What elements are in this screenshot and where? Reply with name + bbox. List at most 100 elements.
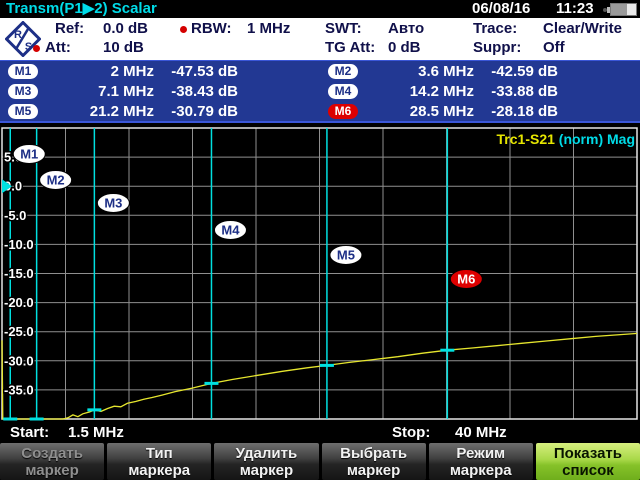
marker-level-m6: -28.18 dB	[491, 102, 558, 120]
marker-freq-m4: 14.2 MHz	[409, 82, 474, 100]
trace-legend-format: (norm) Mag	[554, 131, 635, 147]
suppr-label: Suppr:	[473, 39, 522, 56]
marker-level-m2: -42.59 dB	[491, 62, 558, 80]
y-axis-label: -15.0	[4, 266, 34, 281]
y-axis-label: -10.0	[4, 237, 34, 252]
softkey-label: Показать	[553, 445, 623, 462]
marker-bubble-m6[interactable]	[449, 269, 483, 289]
marker-level-m5: -30.79 dB	[171, 102, 238, 120]
time-display: 11:23	[556, 0, 594, 17]
marker-bubble-m1[interactable]	[12, 144, 46, 164]
ref-value[interactable]: 0.0 dB	[103, 20, 149, 37]
marker-bubble-label: M5	[337, 248, 355, 263]
marker-bubble-m5[interactable]	[329, 245, 363, 265]
marker-entry-m5: M5 21.2 MHz -30.79 dB	[0, 101, 320, 121]
marker-level-m3: -38.43 dB	[171, 82, 238, 100]
battery-dot-icon	[603, 8, 607, 12]
stop-freq-label: Stop:	[392, 424, 431, 441]
trace-legend: Trc1-S21 (norm) Mag	[497, 131, 635, 147]
att-label: Att:	[45, 39, 71, 56]
stop-freq-value[interactable]: 40 MHz	[455, 424, 507, 441]
trace-s21	[1, 332, 638, 420]
ref-label: Ref:	[55, 20, 85, 37]
marker-freq-m3: 7.1 MHz	[98, 82, 154, 100]
marker-tick-m6	[440, 348, 455, 352]
marker-badge-m4: M4	[328, 83, 358, 99]
svg-text:S: S	[25, 41, 32, 53]
marker-table-row: M3 7.1 MHz -38.43 dB M4 14.2 MHz -33.88 …	[0, 81, 640, 101]
att-indicator-dot	[33, 45, 40, 52]
rbw-label: RBW:	[191, 20, 232, 37]
trace-plot-svg: 5.00.0-5.0-10.0-15.0-20.0-25.0-30.0-35.0…	[1, 127, 638, 421]
trace-mode-value[interactable]: Clear/Write	[543, 20, 622, 37]
measurement-title: Transm(P1▶2) Scalar	[6, 0, 157, 17]
att-value[interactable]: 10 dB	[103, 39, 144, 56]
softkey-label: маркера	[449, 462, 512, 479]
marker-entry-m6: M6 28.5 MHz -28.18 dB	[320, 101, 640, 121]
softkey-label: Тип	[145, 445, 173, 462]
swt-value[interactable]: Авто	[388, 20, 425, 37]
marker-bubble-m2[interactable]	[39, 170, 73, 190]
marker-bubble-m4[interactable]	[213, 220, 247, 240]
softkey-marker-mode[interactable]: Режим маркера	[428, 443, 533, 480]
softkey-label: маркер	[346, 462, 401, 479]
marker-level-m1: -47.53 dB	[171, 62, 238, 80]
softkey-create-marker[interactable]: Создать маркер	[0, 443, 105, 480]
marker-badge-m1: M1	[8, 63, 38, 79]
softkey-label: Режим	[456, 445, 506, 462]
rbw-indicator-dot	[180, 26, 187, 33]
y-axis-label: -25.0	[4, 324, 34, 339]
rbw-value[interactable]: 1 MHz	[247, 20, 291, 37]
marker-freq-m1: 2 MHz	[110, 62, 154, 80]
softkey-delete-marker[interactable]: Удалить маркер	[214, 443, 319, 480]
marker-bubble-label: M6	[457, 272, 475, 287]
softkey-label: маркера	[128, 462, 191, 479]
marker-tick-m2	[29, 417, 44, 421]
rs-logo-icon: R S	[5, 21, 41, 57]
marker-badge-m3: M3	[8, 83, 38, 99]
marker-badge-m2: M2	[328, 63, 358, 79]
title-bar: Transm(P1▶2) Scalar 06/08/16 11:23	[0, 0, 640, 19]
ref-level-arrow-icon	[2, 179, 12, 194]
marker-bubble-label: M4	[221, 223, 240, 238]
marker-bubble-label: M2	[47, 173, 65, 188]
softkey-label: Создать	[21, 445, 83, 462]
tg-att-value[interactable]: 0 dB	[388, 39, 421, 56]
marker-entry-m1: M1 2 MHz -47.53 dB	[0, 61, 320, 81]
y-axis-label: -35.0	[4, 382, 34, 397]
marker-tick-m1	[3, 417, 18, 421]
marker-bubble-m3[interactable]	[96, 193, 130, 213]
softkey-show-list[interactable]: Показать список	[535, 443, 640, 480]
tg-att-label: TG Att:	[325, 39, 376, 56]
trace-legend-name: Trc1-S21	[496, 131, 555, 147]
softkey-marker-type[interactable]: Тип маркера	[107, 443, 212, 480]
y-axis-label: -30.0	[4, 353, 34, 368]
y-axis-label: 0.0	[4, 179, 22, 194]
marker-entry-m3: M3 7.1 MHz -38.43 dB	[0, 81, 320, 101]
softkey-select-marker[interactable]: Выбрать маркер	[321, 443, 426, 480]
marker-level-m4: -33.88 dB	[491, 82, 558, 100]
softkey-label: Выбрать	[340, 445, 408, 462]
marker-freq-m6: 28.5 MHz	[409, 102, 474, 120]
y-axis-label: -5.0	[4, 208, 26, 223]
softkey-label: маркер	[239, 462, 294, 479]
marker-badge-m5: M5	[8, 103, 38, 119]
marker-freq-m5: 21.2 MHz	[89, 102, 154, 120]
marker-entry-m4: M4 14.2 MHz -33.88 dB	[320, 81, 640, 101]
date-display: 06/08/16	[472, 0, 531, 17]
marker-bubble-label: M3	[104, 196, 122, 211]
marker-freq-m2: 3.6 MHz	[418, 62, 474, 80]
marker-tick-m4	[204, 381, 219, 385]
swt-label: SWT:	[325, 20, 362, 37]
suppr-value[interactable]: Off	[543, 39, 565, 56]
softkey-label: маркер	[25, 462, 79, 479]
frequency-bar: Start: 1.5 MHz Stop: 40 MHz	[0, 423, 640, 443]
marker-tick-m5	[319, 363, 334, 367]
svg-text:R: R	[14, 29, 22, 41]
marker-table-row: M5 21.2 MHz -30.79 dB M6 28.5 MHz -28.18…	[0, 101, 640, 121]
softkey-bar: Создать маркер Тип маркера Удалить марке…	[0, 443, 640, 480]
trace-mode-label: Trace:	[473, 20, 518, 37]
settings-header: R S Ref: 0.0 dB RBW: 1 MHz SWT: Авто Tra…	[0, 18, 640, 60]
trace-plot-area: 5.0 0.0 -5.0 -10.0 -15.0 -20.0 -25.0 -30.0 -35.0…	[0, 123, 640, 423]
start-freq-value[interactable]: 1.5 MHz	[68, 424, 124, 441]
